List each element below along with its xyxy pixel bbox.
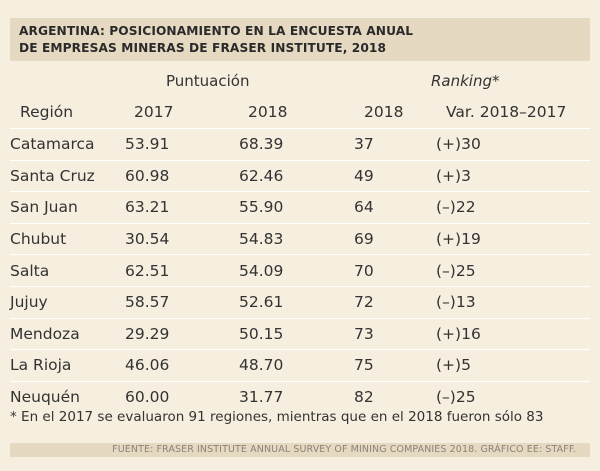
- source-band: FUENTE: FRASER INSTITUTE ANNUAL SURVEY O…: [10, 443, 590, 457]
- chart-title-line-1: ARGENTINA: POSICIONAMIENTO EN LA ENCUEST…: [19, 24, 414, 38]
- table-row: San Juan 63.21 55.90 64 (–)22: [10, 191, 590, 224]
- footnote: * En el 2017 se evaluaron 91 regiones, m…: [10, 409, 544, 425]
- cell-score-2018: 68.39: [239, 128, 354, 161]
- cell-region: La Rioja: [10, 349, 125, 382]
- cell-score-2018: 52.61: [239, 285, 354, 319]
- cell-score-2017: 29.29: [125, 317, 239, 350]
- group-header-score: Puntuación: [166, 72, 250, 90]
- source-credit: FUENTE: FRASER INSTITUTE ANNUAL SURVEY O…: [112, 444, 576, 455]
- cell-variation: (+)3: [436, 159, 590, 192]
- table-row: Mendoza 29.29 50.15 73 (+)16: [10, 317, 590, 350]
- cell-region: Salta: [10, 254, 125, 287]
- cell-rank-2018: 69: [354, 222, 436, 255]
- cell-region: Neuquén: [10, 380, 125, 413]
- cell-region: San Juan: [10, 191, 125, 224]
- cell-rank-2018: 82: [354, 380, 436, 413]
- cell-variation: (+)16: [436, 317, 590, 350]
- column-header-2017: 2017: [134, 103, 174, 121]
- table-row: La Rioja 46.06 48.70 75 (+)5: [10, 349, 590, 382]
- cell-rank-2018: 75: [354, 349, 436, 382]
- cell-rank-2018: 72: [354, 285, 436, 319]
- column-header-variation: Var. 2018–2017: [446, 103, 567, 121]
- table-row: Santa Cruz 60.98 62.46 49 (+)3: [10, 159, 590, 192]
- cell-variation: (–)25: [436, 254, 590, 287]
- cell-region: Catamarca: [10, 128, 125, 161]
- ranking-table: Catamarca 53.91 68.39 37 (+)30 Santa Cruz 60.9…: [10, 128, 590, 413]
- table-row: Catamarca 53.91 68.39 37 (+)30: [10, 128, 590, 161]
- cell-score-2018: 50.15: [239, 317, 354, 350]
- column-header-rank-2018: 2018: [364, 103, 404, 121]
- cell-rank-2018: 49: [354, 159, 436, 192]
- cell-score-2018: 48.70: [239, 349, 354, 382]
- cell-region: Jujuy: [10, 285, 125, 319]
- cell-variation: (+)5: [436, 349, 590, 382]
- table-row: Jujuy 58.57 52.61 72 (–)13: [10, 285, 590, 319]
- table-row: Salta 62.51 54.09 70 (–)25: [10, 254, 590, 287]
- cell-region: Mendoza: [10, 317, 125, 350]
- cell-variation: (+)19: [436, 222, 590, 255]
- cell-score-2017: 63.21: [125, 191, 239, 224]
- cell-variation: (+)30: [436, 128, 590, 161]
- cell-rank-2018: 37: [354, 128, 436, 161]
- table-row: Chubut 30.54 54.83 69 (+)19: [10, 222, 590, 255]
- title-band: ARGENTINA: POSICIONAMIENTO EN LA ENCUEST…: [10, 18, 590, 61]
- cell-rank-2018: 73: [354, 317, 436, 350]
- cell-score-2018: 31.77: [239, 380, 354, 413]
- cell-score-2017: 60.00: [125, 380, 239, 413]
- chart-title-line-2: DE EMPRESAS MINERAS DE FRASER INSTITUTE,…: [19, 41, 387, 55]
- cell-score-2017: 60.98: [125, 159, 239, 192]
- table-row: Neuquén 60.00 31.77 82 (–)25: [10, 380, 590, 413]
- column-header-2018: 2018: [248, 103, 288, 121]
- cell-score-2017: 46.06: [125, 349, 239, 382]
- column-header-region: Región: [20, 103, 74, 121]
- cell-score-2018: 55.90: [239, 191, 354, 224]
- cell-score-2018: 54.09: [239, 254, 354, 287]
- cell-region: Chubut: [10, 222, 125, 255]
- cell-variation: (–)13: [436, 285, 590, 319]
- cell-score-2017: 62.51: [125, 254, 239, 287]
- cell-score-2017: 30.54: [125, 222, 239, 255]
- cell-score-2018: 62.46: [239, 159, 354, 192]
- cell-rank-2018: 70: [354, 254, 436, 287]
- cell-region: Santa Cruz: [10, 159, 125, 192]
- cell-score-2017: 53.91: [125, 128, 239, 161]
- cell-variation: (–)25: [436, 380, 590, 413]
- group-header-ranking: Ranking*: [431, 72, 500, 90]
- cell-score-2018: 54.83: [239, 222, 354, 255]
- cell-rank-2018: 64: [354, 191, 436, 224]
- cell-variation: (–)22: [436, 191, 590, 224]
- cell-score-2017: 58.57: [125, 285, 239, 319]
